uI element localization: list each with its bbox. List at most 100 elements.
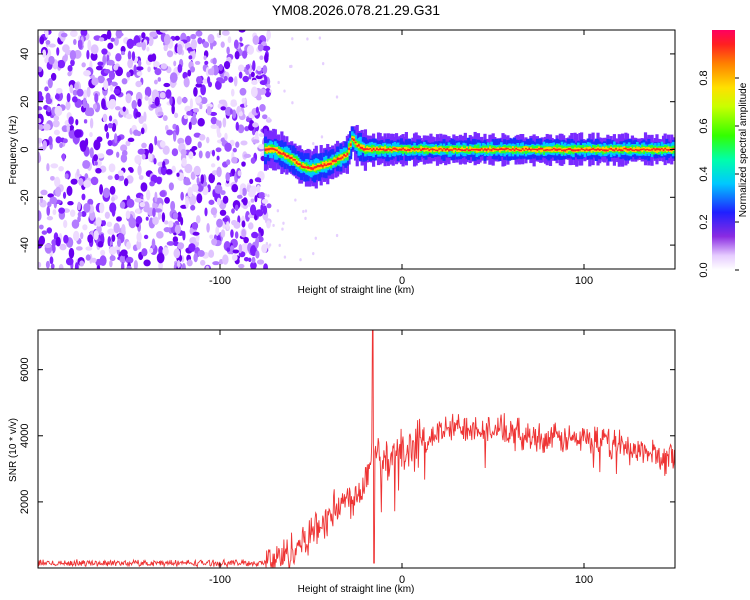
heatmap-cell bbox=[261, 244, 268, 254]
heatmap-cell bbox=[102, 54, 107, 66]
heatmap-cell bbox=[459, 149, 462, 151]
heatmap-cell bbox=[109, 84, 114, 92]
heatmap-cell bbox=[266, 38, 269, 42]
heatmap-cell bbox=[238, 111, 243, 117]
heatmap-cell bbox=[369, 148, 372, 150]
heatmap-cell bbox=[68, 247, 75, 259]
heatmap-cell bbox=[243, 153, 252, 159]
heatmap-cell bbox=[147, 151, 153, 162]
heatmap-cell bbox=[655, 147, 658, 153]
heatmap-cell bbox=[325, 160, 328, 168]
heatmap-cell bbox=[45, 92, 51, 102]
heatmap-cell bbox=[326, 163, 329, 166]
heatmap-cell bbox=[121, 149, 128, 157]
heatmap-cell bbox=[251, 231, 259, 239]
heatmap-cell bbox=[312, 167, 314, 170]
heatmap-cell bbox=[191, 183, 199, 193]
heatmap-cell bbox=[289, 156, 291, 160]
heatmap-cell bbox=[549, 149, 552, 151]
heatmap-cell bbox=[239, 186, 243, 197]
heatmap-cell bbox=[170, 200, 176, 212]
colorbar-label: Normalized spectral amplitude bbox=[738, 82, 749, 217]
colorbar-tick-label: 0.6 bbox=[698, 118, 710, 133]
heatmap-cell bbox=[159, 92, 166, 99]
heatmap-cell bbox=[191, 145, 198, 151]
heatmap-cell bbox=[93, 154, 98, 162]
heatmap-cell bbox=[218, 99, 227, 105]
heatmap-cell bbox=[498, 148, 501, 150]
heatmap-cell bbox=[308, 167, 311, 169]
heatmap-cell bbox=[379, 147, 382, 150]
heatmap-cell bbox=[278, 243, 281, 247]
heatmap-cell bbox=[439, 148, 442, 150]
heatmap-cell bbox=[154, 96, 160, 107]
heatmap-cell bbox=[390, 149, 393, 152]
heatmap-cell bbox=[382, 148, 385, 151]
heatmap-cell bbox=[291, 101, 294, 105]
heatmap-cell bbox=[615, 147, 617, 150]
heatmap-cell bbox=[446, 148, 449, 152]
heatmap-marks bbox=[38, 30, 675, 269]
heatmap-cell bbox=[264, 193, 267, 197]
heatmap-cell bbox=[113, 64, 119, 71]
heatmap-cell bbox=[211, 149, 216, 157]
heatmap-cell bbox=[267, 194, 270, 198]
snr-x-ticks: -100 0 100 bbox=[209, 330, 593, 586]
heatmap-cell bbox=[195, 215, 201, 224]
heatmap-cell bbox=[302, 209, 305, 214]
heatmap-cell bbox=[234, 50, 240, 60]
heatmap-cell bbox=[143, 111, 147, 122]
heatmap-cell bbox=[646, 148, 649, 151]
heatmap-cell bbox=[395, 148, 398, 151]
heatmap-cell bbox=[82, 97, 87, 109]
heatmap-cell bbox=[452, 148, 455, 153]
heatmap-cell bbox=[58, 263, 64, 269]
heatmap-cell bbox=[63, 138, 68, 144]
heatmap-cell bbox=[538, 148, 540, 150]
heatmap-cell bbox=[610, 148, 613, 150]
heatmap-cell bbox=[431, 148, 434, 151]
heatmap-cell bbox=[641, 148, 644, 151]
heatmap-cell bbox=[53, 115, 60, 122]
heatmap-cell bbox=[443, 147, 446, 152]
heatmap-cell bbox=[197, 37, 203, 45]
heatmap-cell bbox=[246, 45, 255, 55]
heatmap-cell bbox=[109, 185, 116, 195]
heatmap-cell bbox=[139, 202, 146, 208]
heatmap-cell bbox=[107, 139, 113, 147]
heatmap-cell bbox=[603, 149, 606, 152]
heatmap-cell bbox=[166, 129, 174, 136]
heatmap-cell bbox=[236, 194, 243, 199]
heatmap-cell bbox=[193, 165, 201, 176]
heatmap-cell bbox=[125, 210, 131, 220]
heatmap-cell bbox=[135, 216, 143, 225]
heatmap-cell bbox=[209, 234, 214, 239]
heatmap-cell bbox=[148, 35, 154, 47]
colorbar-tick-label: 0.4 bbox=[698, 166, 710, 181]
heatmap-cell bbox=[656, 148, 658, 151]
heatmap-cell bbox=[369, 147, 372, 152]
heatmap-cell bbox=[117, 170, 124, 176]
heatmap-cell bbox=[564, 149, 567, 152]
heatmap-cell bbox=[217, 131, 222, 138]
heatmap-cell bbox=[441, 149, 444, 152]
heatmap-cell bbox=[180, 216, 184, 226]
heatmap-cell bbox=[110, 99, 117, 108]
heatmap-cell bbox=[533, 148, 536, 152]
heatmap-cell bbox=[588, 148, 591, 152]
heatmap-cell bbox=[115, 32, 124, 37]
heatmap-cell bbox=[222, 254, 229, 265]
heatmap-cell bbox=[126, 265, 132, 269]
heatmap-cell bbox=[181, 157, 187, 167]
heatmap-cell bbox=[338, 157, 341, 160]
heatmap-cell bbox=[108, 115, 113, 122]
heatmap-cell bbox=[315, 166, 318, 171]
heatmap-cell bbox=[384, 149, 386, 152]
heatmap-cell bbox=[147, 66, 151, 73]
heatmap-cell bbox=[233, 39, 239, 50]
heatmap-cell bbox=[193, 132, 202, 138]
heatmap-cell bbox=[633, 149, 635, 152]
heatmap-cell bbox=[605, 149, 608, 152]
heatmap-cell bbox=[472, 148, 475, 151]
heatmap-cell bbox=[197, 117, 205, 127]
